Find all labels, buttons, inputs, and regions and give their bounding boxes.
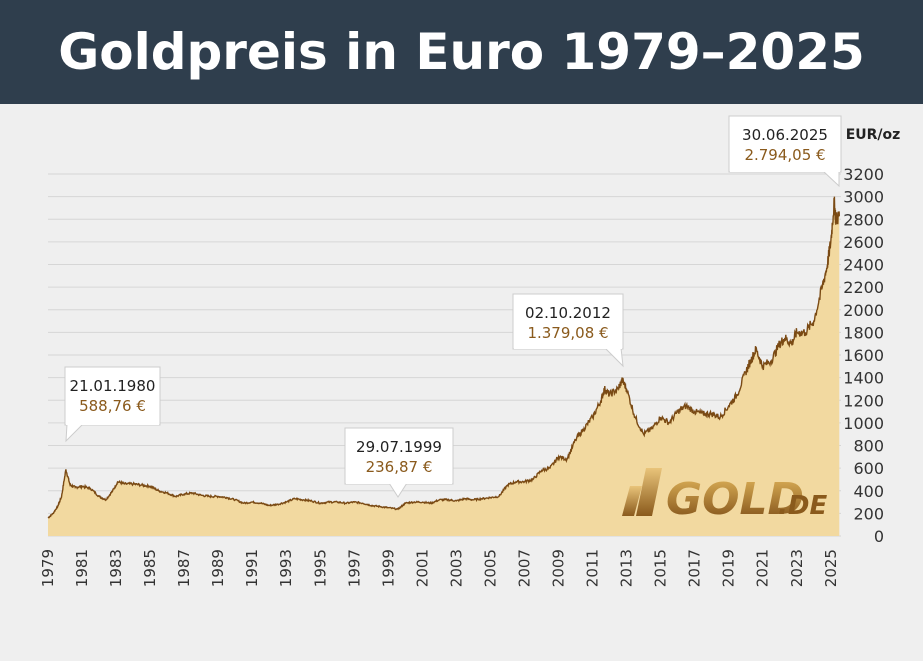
y-tick-label: 3200 xyxy=(843,165,884,184)
x-tick-label: 2015 xyxy=(652,549,670,587)
x-tick-label: 2025 xyxy=(822,549,840,587)
x-tick-label: 1993 xyxy=(277,549,295,587)
x-tick-label: 1981 xyxy=(73,549,91,587)
x-tick-label: 2011 xyxy=(584,549,602,587)
x-tick-label: 2019 xyxy=(720,549,738,587)
y-tick-label: 800 xyxy=(853,437,884,456)
annotation-date: 29.07.1999 xyxy=(356,438,442,456)
x-tick-label: 1989 xyxy=(209,549,227,587)
x-tick-label: 2013 xyxy=(618,549,636,587)
x-tick-label: 1987 xyxy=(175,549,193,587)
x-axis-ticks: 1979 1981 1983 1985 1987 1989 1991 1993 1995 1997… xyxy=(39,549,840,587)
x-tick-label: 1995 xyxy=(311,549,329,587)
y-axis-ticks: 0 200 400 600 800 1000 1200 1400 1600 1800 2000 220… xyxy=(843,165,884,546)
y-tick-label: 2200 xyxy=(843,278,884,297)
x-tick-label: 2017 xyxy=(686,549,704,587)
y-tick-label: 2000 xyxy=(843,301,884,320)
x-tick-label: 1979 xyxy=(39,549,57,587)
y-tick-label: 1600 xyxy=(843,346,884,365)
x-tick-label: 2021 xyxy=(754,549,772,587)
y-axis-unit: EUR/oz xyxy=(846,127,901,143)
y-tick-label: 2600 xyxy=(843,233,884,252)
x-tick-label: 1999 xyxy=(379,549,397,587)
y-tick-label: 2400 xyxy=(843,256,884,275)
y-tick-label: 200 xyxy=(853,504,884,523)
x-tick-label: 2003 xyxy=(447,549,465,587)
x-tick-label: 1985 xyxy=(141,549,159,587)
y-tick-label: 1800 xyxy=(843,323,884,342)
annotation-value: 2.794,05 € xyxy=(744,146,825,164)
annotation-callout: 29.07.1999 236,87 € xyxy=(344,427,454,498)
logo-gold-text: GOLD xyxy=(666,474,804,525)
y-tick-label: 1000 xyxy=(843,414,884,433)
x-tick-label: 1983 xyxy=(107,549,125,587)
x-tick-label: 1991 xyxy=(243,549,261,587)
annotation-value: 588,76 € xyxy=(79,397,146,415)
x-tick-label: 2001 xyxy=(413,549,431,587)
annotation-value: 1.379,08 € xyxy=(527,324,608,342)
y-tick-label: 1400 xyxy=(843,369,884,388)
x-tick-label: 2023 xyxy=(788,549,806,587)
gold-price-chart: 0 200 400 600 800 1000 1200 1400 1600 1800 2000 220… xyxy=(39,115,901,587)
annotation-date: 02.10.2012 xyxy=(525,304,611,322)
logo-de-text: .DE xyxy=(778,491,827,521)
annotation-value: 236,87 € xyxy=(366,458,433,476)
price-line xyxy=(47,196,840,519)
annotation-callout: 21.01.1980 588,76 € xyxy=(64,366,161,443)
grid-lines xyxy=(48,173,841,537)
y-tick-label: 1200 xyxy=(843,391,884,410)
x-tick-label: 1997 xyxy=(345,549,363,587)
y-tick-label: 600 xyxy=(853,459,884,478)
y-tick-label: 0 xyxy=(874,527,884,546)
gold-de-logo: GOLD .DE xyxy=(622,468,827,525)
annotation-date: 30.06.2025 xyxy=(742,126,828,144)
annotation-date: 21.01.1980 xyxy=(70,377,156,395)
annotation-callout: 30.06.2025 2.794,05 € xyxy=(728,115,842,188)
x-tick-label: 2009 xyxy=(550,549,568,587)
gold-bar-icon xyxy=(622,468,662,516)
page-title: Goldpreis in Euro 1979–2025 xyxy=(58,23,865,81)
y-tick-label: 3000 xyxy=(843,188,884,207)
x-tick-label: 2005 xyxy=(481,549,499,587)
annotation-callout: 02.10.2012 1.379,08 € xyxy=(512,293,624,368)
y-tick-label: 2800 xyxy=(843,210,884,229)
price-area xyxy=(48,196,840,536)
y-tick-label: 400 xyxy=(853,482,884,501)
annotations: 21.01.1980 588,76 € 29.07.1999 236,87 € 02.1… xyxy=(64,115,842,498)
x-tick-label: 2007 xyxy=(515,549,533,587)
title-bar: Goldpreis in Euro 1979–2025 xyxy=(0,0,923,104)
